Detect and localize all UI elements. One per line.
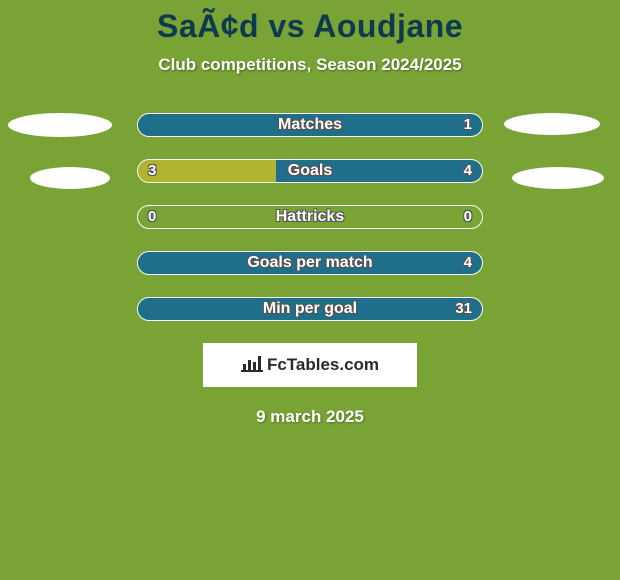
- stat-bars: Matches1 Goals3 4 Hattricks0 0 Goals per matc…: [137, 113, 483, 321]
- bar-label: Min per goal: [138, 298, 482, 320]
- stat-bar-row: Goals3 4: [137, 159, 483, 183]
- stat-bar-row: Matches1: [137, 113, 483, 137]
- bar-value-right: 4: [464, 252, 472, 274]
- stat-bar-row: Goals per match4: [137, 251, 483, 275]
- bar-value-right: 0: [464, 206, 472, 228]
- bar-value-right: 31: [455, 298, 472, 320]
- bar-value-right: 4: [464, 160, 472, 182]
- bar-label: Matches: [138, 114, 482, 136]
- infographic-container: SaÃ¢d vs Aoudjane Club competitions, Sea…: [0, 0, 620, 580]
- player-left-oval-2: [30, 167, 110, 189]
- brand-text: FcTables.com: [267, 355, 379, 375]
- bar-value-left: 0: [148, 206, 156, 228]
- date-text: 9 march 2025: [0, 407, 620, 427]
- bar-value-right: 1: [464, 114, 472, 136]
- stat-bar-row: Hattricks0 0: [137, 205, 483, 229]
- player-left-oval-1: [8, 113, 112, 137]
- content-area: Matches1 Goals3 4 Hattricks0 0 Goals per matc…: [0, 113, 620, 427]
- player-right-oval-1: [504, 113, 600, 135]
- bar-label: Hattricks: [138, 206, 482, 228]
- subtitle: Club competitions, Season 2024/2025: [0, 55, 620, 75]
- stat-bar-row: Min per goal31: [137, 297, 483, 321]
- chart-icon: [241, 354, 263, 377]
- player-right-oval-2: [512, 167, 604, 189]
- page-title: SaÃ¢d vs Aoudjane: [0, 0, 620, 45]
- bar-label: Goals: [138, 160, 482, 182]
- bar-label: Goals per match: [138, 252, 482, 274]
- bar-value-left: 3: [148, 160, 156, 182]
- brand-box: FcTables.com: [203, 343, 417, 387]
